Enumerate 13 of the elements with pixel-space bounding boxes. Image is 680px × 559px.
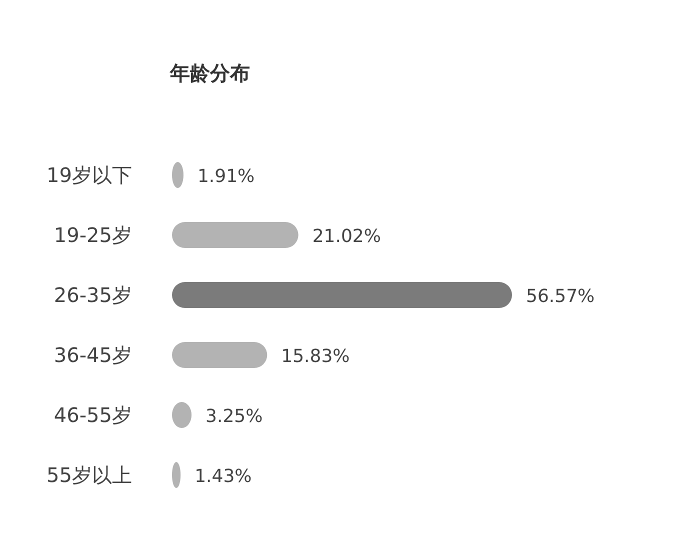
y-tick-label: 26-35岁: [54, 283, 132, 307]
y-tick-label: 55岁以上: [46, 463, 132, 487]
data-label: 21.02%: [312, 226, 381, 247]
data-label: 56.57%: [526, 286, 595, 307]
y-tick-label: 36-45岁: [54, 343, 132, 367]
data-label: 1.91%: [197, 166, 255, 187]
y-tick-label: 19-25岁: [54, 223, 132, 247]
data-label: 3.25%: [206, 406, 263, 427]
data-label: 1.43%: [194, 466, 252, 487]
y-tick-label: 46-55岁: [54, 403, 132, 427]
data-label: 15.83%: [281, 346, 350, 367]
y-tick-label: 19岁以下: [46, 163, 132, 187]
chart-title: 年龄分布: [169, 61, 250, 85]
